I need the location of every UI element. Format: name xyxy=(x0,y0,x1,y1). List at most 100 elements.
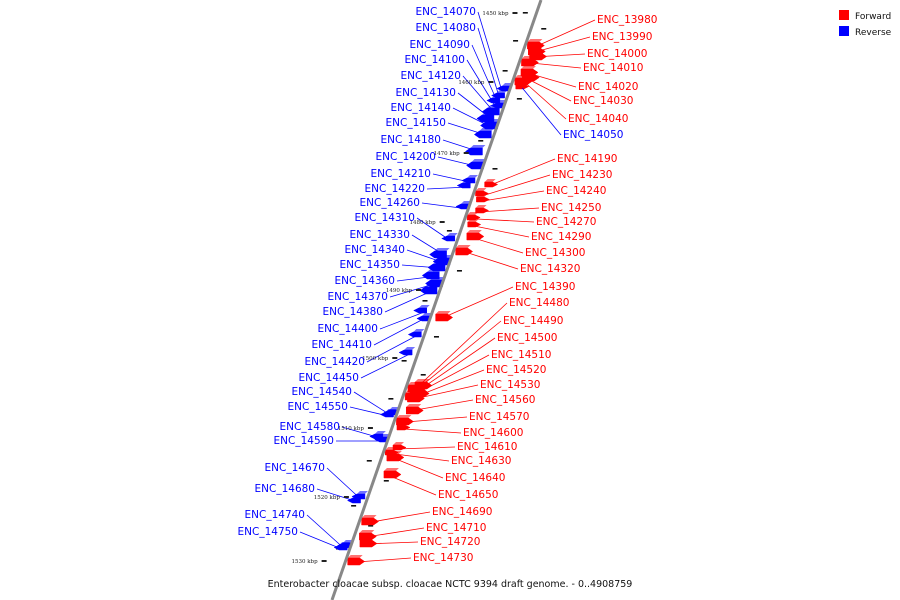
reverse-gene-label[interactable]: ENC_14740 xyxy=(245,509,305,521)
reverse-gene-label[interactable]: ENC_14400 xyxy=(318,323,378,335)
reverse-gene-label[interactable]: ENC_14410 xyxy=(312,339,372,351)
reverse-gene-feature[interactable] xyxy=(465,145,486,156)
forward-gene-label[interactable]: ENC_14300 xyxy=(525,247,585,259)
forward-gene-label[interactable]: ENC_14610 xyxy=(457,441,517,453)
frame-dash xyxy=(422,300,428,302)
reverse-gene-feature[interactable] xyxy=(398,347,416,356)
forward-leader-line xyxy=(416,337,496,393)
forward-gene-feature[interactable] xyxy=(515,81,530,90)
forward-gene-label[interactable]: ENC_13990 xyxy=(592,31,652,43)
reverse-gene-label[interactable]: ENC_14200 xyxy=(376,151,436,163)
reverse-gene-label[interactable]: ENC_14210 xyxy=(371,168,431,180)
reverse-leader-line xyxy=(477,11,503,91)
tick-mark xyxy=(463,152,469,154)
forward-gene-label[interactable]: ENC_14500 xyxy=(497,332,557,344)
reverse-gene-feature[interactable] xyxy=(407,329,425,338)
forward-leader-line xyxy=(415,354,490,395)
forward-gene-label[interactable]: ENC_14510 xyxy=(491,349,551,361)
reverse-gene-feature[interactable] xyxy=(419,284,441,295)
reverse-gene-label[interactable]: ENC_14090 xyxy=(410,39,470,51)
reverse-gene-label[interactable]: ENC_14120 xyxy=(401,70,461,82)
reverse-gene-label[interactable]: ENC_14680 xyxy=(255,483,315,495)
forward-gene-feature[interactable] xyxy=(386,451,405,462)
reverse-gene-label[interactable]: ENC_14220 xyxy=(365,183,425,195)
forward-gene-label[interactable]: ENC_13980 xyxy=(597,14,657,26)
forward-gene-label[interactable]: ENC_14030 xyxy=(573,95,633,107)
forward-gene-label[interactable]: ENC_14570 xyxy=(469,411,529,423)
reverse-gene-label[interactable]: ENC_14590 xyxy=(274,435,334,447)
forward-gene-label[interactable]: ENC_14710 xyxy=(426,522,486,534)
forward-gene-feature[interactable] xyxy=(347,555,366,566)
forward-gene-label[interactable]: ENC_14480 xyxy=(509,297,569,309)
forward-gene-feature[interactable] xyxy=(396,422,411,431)
forward-gene-label[interactable]: ENC_14520 xyxy=(486,364,546,376)
reverse-gene-label[interactable]: ENC_14070 xyxy=(416,6,476,18)
forward-gene-label[interactable]: ENC_14010 xyxy=(583,62,643,74)
reverse-gene-label[interactable]: ENC_14330 xyxy=(350,229,410,241)
forward-leader-line xyxy=(465,251,519,270)
forward-gene-label[interactable]: ENC_14630 xyxy=(451,455,511,467)
reverse-gene-label[interactable]: ENC_14340 xyxy=(345,244,405,256)
forward-gene-label[interactable]: ENC_14490 xyxy=(503,315,563,327)
forward-gene-label[interactable]: ENC_14290 xyxy=(531,231,591,243)
forward-gene-label[interactable]: ENC_14730 xyxy=(413,552,473,564)
forward-gene-feature[interactable] xyxy=(466,230,485,241)
forward-gene-label[interactable]: ENC_14040 xyxy=(568,113,628,125)
forward-gene-label[interactable]: ENC_14190 xyxy=(557,153,617,165)
reverse-gene-label[interactable]: ENC_14180 xyxy=(381,134,441,146)
forward-gene-feature[interactable] xyxy=(361,515,380,526)
forward-gene-label[interactable]: ENC_14690 xyxy=(432,506,492,518)
reverse-gene-label[interactable]: ENC_14550 xyxy=(288,401,348,413)
forward-gene-label[interactable]: ENC_14640 xyxy=(445,472,505,484)
reverse-gene-label[interactable]: ENC_14670 xyxy=(265,462,325,474)
forward-gene-label[interactable]: ENC_14600 xyxy=(463,427,523,439)
reverse-gene-label[interactable]: ENC_14260 xyxy=(360,197,420,209)
forward-leader-line xyxy=(488,158,556,187)
forward-gene-feature[interactable] xyxy=(467,219,482,228)
forward-gene-label[interactable]: ENC_14390 xyxy=(515,281,575,293)
forward-gene-feature[interactable] xyxy=(476,194,490,203)
reverse-gene-label[interactable]: ENC_14380 xyxy=(323,306,383,318)
reverse-gene-label[interactable]: ENC_14360 xyxy=(335,275,395,287)
forward-gene-label[interactable]: ENC_14320 xyxy=(520,263,580,275)
reverse-gene-label[interactable]: ENC_14140 xyxy=(391,102,451,114)
forward-gene-label[interactable]: ENC_14250 xyxy=(541,202,601,214)
forward-gene-label[interactable]: ENC_14230 xyxy=(552,169,612,181)
reverse-gene-label[interactable]: ENC_14580 xyxy=(280,421,340,433)
reverse-gene-label[interactable]: ENC_14080 xyxy=(416,22,476,34)
reverse-gene-label[interactable]: ENC_14370 xyxy=(328,291,388,303)
reverse-gene-feature[interactable] xyxy=(379,409,397,418)
reverse-gene-feature[interactable] xyxy=(441,233,458,242)
forward-leader-line xyxy=(357,557,412,563)
reverse-gene-label[interactable]: ENC_14750 xyxy=(238,526,298,538)
reverse-gene-label[interactable]: ENC_14450 xyxy=(299,372,359,384)
reverse-leader-line xyxy=(457,92,492,120)
reverse-gene-label[interactable]: ENC_14150 xyxy=(386,117,446,129)
forward-gene-label[interactable]: ENC_14270 xyxy=(536,216,596,228)
forward-gene-label[interactable]: ENC_14650 xyxy=(438,489,498,501)
forward-leader-line xyxy=(405,416,468,423)
forward-gene-label[interactable]: ENC_14530 xyxy=(480,379,540,391)
reverse-gene-label[interactable]: ENC_14420 xyxy=(305,356,365,368)
forward-gene-label[interactable]: ENC_14240 xyxy=(546,185,606,197)
forward-gene-feature[interactable] xyxy=(383,468,402,479)
reverse-gene-feature[interactable] xyxy=(413,305,430,314)
forward-gene-label[interactable]: ENC_14720 xyxy=(420,536,480,548)
reverse-gene-label[interactable]: ENC_14540 xyxy=(292,386,352,398)
frame-dash xyxy=(456,270,462,272)
reverse-gene-label[interactable]: ENC_14310 xyxy=(355,212,415,224)
forward-gene-feature[interactable] xyxy=(435,311,454,322)
reverse-gene-label[interactable]: ENC_14100 xyxy=(405,54,465,66)
reverse-gene-label[interactable]: ENC_14350 xyxy=(340,259,400,271)
reverse-gene-label[interactable]: ENC_14130 xyxy=(396,87,456,99)
reverse-gene-feature[interactable] xyxy=(473,128,495,139)
forward-gene-feature[interactable] xyxy=(359,537,378,548)
forward-gene-label[interactable]: ENC_14050 xyxy=(563,129,623,141)
frame-dash xyxy=(366,460,372,462)
forward-gene-feature[interactable] xyxy=(521,56,539,67)
forward-gene-label[interactable]: ENC_14020 xyxy=(578,81,638,93)
forward-gene-label[interactable]: ENC_14000 xyxy=(587,48,647,60)
forward-gene-label[interactable]: ENC_14560 xyxy=(475,394,535,406)
legend: Forward Reverse xyxy=(839,10,892,38)
